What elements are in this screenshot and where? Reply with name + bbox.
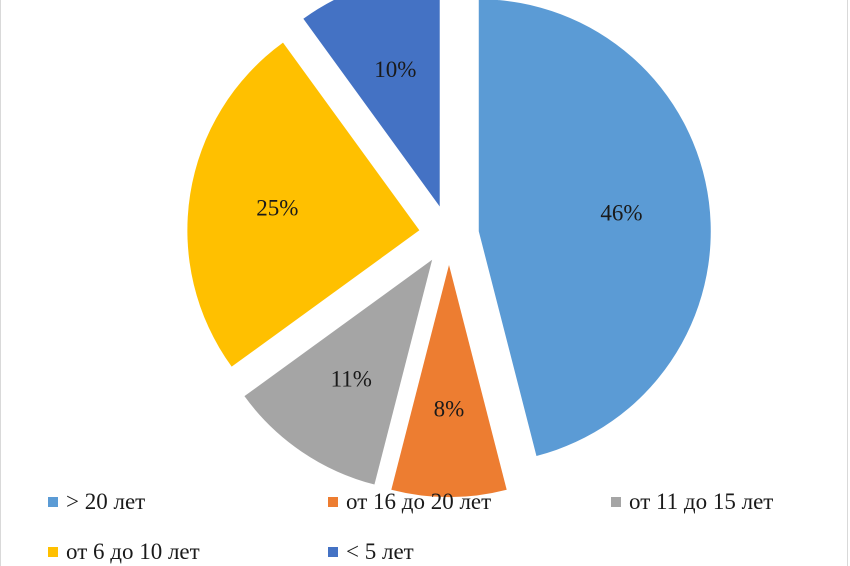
slice-value-label-4: 10% <box>374 57 416 82</box>
legend-swatch <box>48 547 58 557</box>
legend-item-over-20-years: > 20 лет <box>48 488 145 516</box>
pie-slice-1 <box>391 265 507 497</box>
pie-slice-2 <box>244 259 433 485</box>
legend: > 20 лет от 16 до 20 лет от 11 до 15 лет… <box>1 482 850 566</box>
slice-value-label-3: 25% <box>256 195 298 220</box>
legend-label: от 16 до 20 лет <box>346 489 492 514</box>
legend-label: < 5 лет <box>346 539 414 564</box>
pie-slice-3 <box>187 42 420 367</box>
legend-swatch <box>328 497 338 507</box>
legend-swatch <box>611 497 621 507</box>
legend-item-6-to-10-years: от 6 до 10 лет <box>48 538 200 566</box>
legend-label: от 6 до 10 лет <box>66 539 200 564</box>
slice-value-label-0: 46% <box>600 201 642 226</box>
slice-value-label-2: 11% <box>331 366 372 391</box>
legend-swatch <box>328 547 338 557</box>
legend-swatch <box>48 497 58 507</box>
legend-item-16-to-20-years: от 16 до 20 лет <box>328 488 491 516</box>
legend-item-under-5-years: < 5 лет <box>328 538 414 566</box>
legend-label: > 20 лет <box>66 489 146 514</box>
slice-value-label-1: 8% <box>434 396 465 421</box>
legend-label: от 11 до 15 лет <box>629 489 774 514</box>
pie-slice-4 <box>303 0 440 207</box>
pie-slice-0 <box>478 0 711 456</box>
legend-item-11-to-15-years: от 11 до 15 лет <box>611 488 773 516</box>
